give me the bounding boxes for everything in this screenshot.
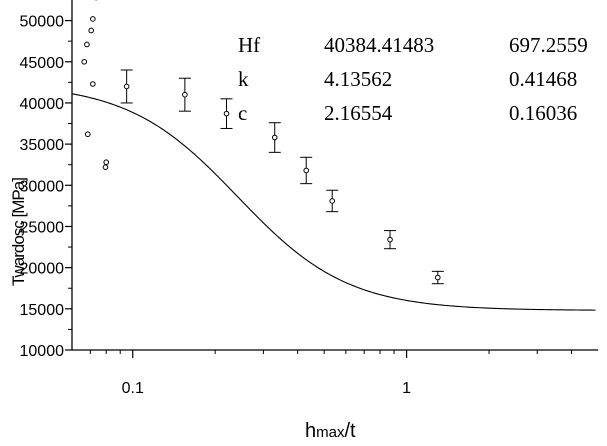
- x-axis-label-rest: /t: [344, 420, 356, 442]
- fit-parameters-table: Hf 40384.41483 697.2559 k 4.13562 0.41468 c 2.1…: [238, 33, 588, 125]
- data-point-raw: [84, 131, 91, 138]
- data-point-raw: [90, 16, 96, 22]
- y-tick-label: 35000: [20, 137, 65, 154]
- fit-curve-layer: [71, 93, 596, 311]
- data-point-mean: [182, 91, 188, 98]
- data-point-mean: [329, 198, 336, 204]
- data-point-mean: [303, 167, 310, 174]
- data-point-mean: [123, 83, 130, 90]
- y-tick-labels: 10000 15000 20000 25000 30000 35000 40000 45000…: [20, 14, 65, 360]
- data-point-raw: [103, 159, 110, 166]
- x-axis-label-main: h: [305, 420, 316, 442]
- param-value: 4.13562: [324, 67, 392, 91]
- data-point-raw: [102, 164, 109, 170]
- data-point-raw: [81, 58, 88, 65]
- y-tick-label: 45000: [20, 55, 65, 72]
- data-point-mean: [387, 236, 393, 243]
- y-tick-label: 20000: [20, 261, 65, 278]
- param-name: k: [238, 67, 249, 91]
- y-axis-label: Twardosc [MPa]: [9, 178, 28, 286]
- axes-layer: [65, 0, 598, 358]
- y-tick-label: 25000: [20, 219, 65, 236]
- param-value: 40384.41483: [324, 33, 434, 57]
- param-error: 0.41468: [509, 67, 577, 91]
- y-tick-label: 15000: [20, 302, 65, 319]
- param-name: Hf: [238, 33, 260, 57]
- x-tick-labels: 0.1 1: [122, 380, 412, 397]
- data-point-raw: [88, 27, 94, 34]
- data-point-mean: [223, 110, 230, 117]
- error-bars-layer: [120, 69, 444, 285]
- y-tick-label: 10000: [20, 343, 65, 360]
- x-axis-label: hmax/t: [305, 420, 356, 442]
- fit-curve: [71, 93, 596, 311]
- data-point-raw: [84, 41, 90, 48]
- data-point-mean: [434, 274, 441, 281]
- y-tick-label: 40000: [20, 96, 65, 113]
- x-tick-label: 1: [402, 380, 411, 397]
- data-point-mean: [271, 134, 278, 141]
- data-point-raw: [90, 81, 96, 87]
- param-value: 2.16554: [324, 101, 393, 125]
- param-error: 697.2559: [509, 33, 588, 57]
- y-tick-label: 50000: [20, 14, 65, 31]
- x-axis-label-subscript: max: [316, 424, 345, 441]
- param-error: 0.16036: [509, 101, 577, 125]
- param-name: c: [238, 101, 247, 125]
- points-layer: [81, 0, 441, 281]
- x-tick-label: 0.1: [122, 380, 144, 397]
- y-tick-label: 30000: [20, 178, 65, 195]
